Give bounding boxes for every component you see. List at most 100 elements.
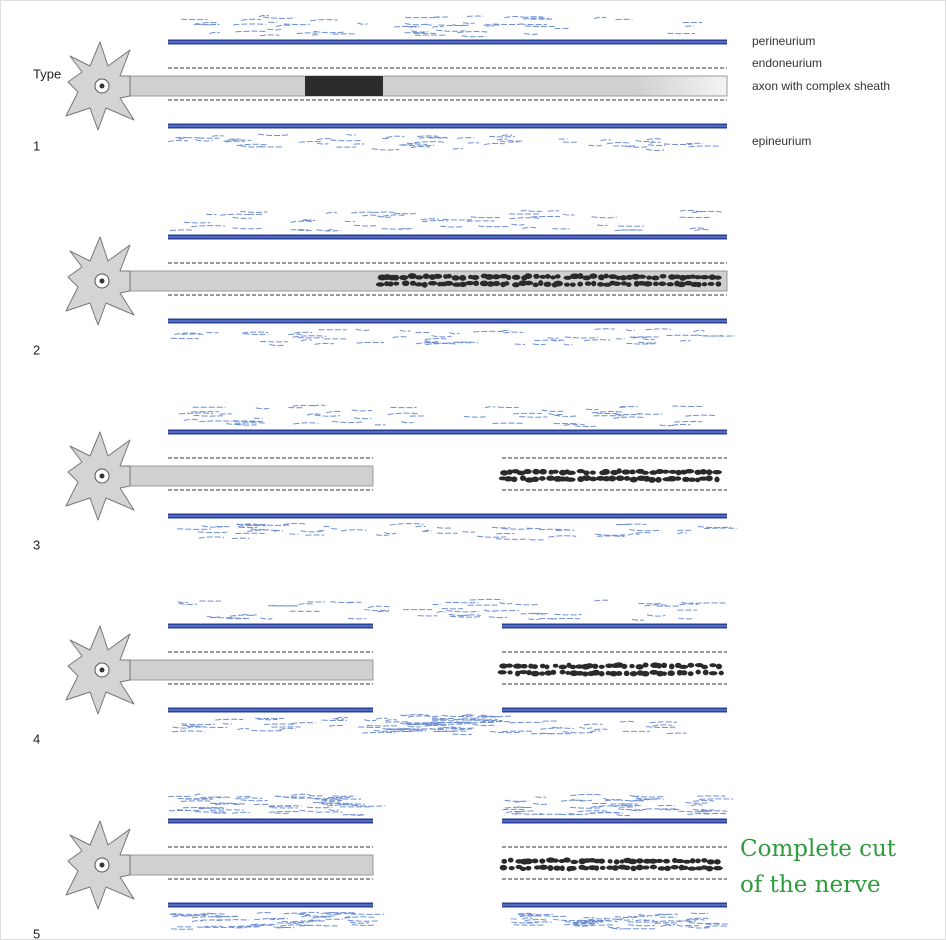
debris <box>706 866 713 872</box>
debris <box>532 664 538 669</box>
debris <box>700 275 710 279</box>
debris <box>539 469 547 475</box>
debris <box>661 663 667 669</box>
debris <box>714 476 719 482</box>
debris <box>706 469 712 475</box>
debris <box>459 275 466 281</box>
debris <box>664 866 671 871</box>
debris <box>708 282 715 286</box>
debris <box>465 281 474 285</box>
debris <box>687 663 694 668</box>
nucleolus <box>100 84 105 89</box>
debris <box>550 670 556 675</box>
epineurium-fiber <box>417 136 438 137</box>
debris <box>492 274 501 279</box>
debris <box>568 866 577 871</box>
debris <box>680 866 689 870</box>
epineurium-fiber <box>535 797 545 798</box>
epineurium-fiber <box>378 611 389 612</box>
debris <box>685 469 695 474</box>
debris <box>511 476 517 482</box>
debris <box>526 866 532 871</box>
debris <box>592 664 598 669</box>
debris <box>628 859 638 865</box>
axon <box>112 855 373 875</box>
debris <box>709 663 716 667</box>
debris <box>531 476 539 482</box>
label: endoneurium <box>752 56 822 70</box>
debris <box>594 865 599 870</box>
annotation: Complete cut <box>740 836 897 862</box>
debris <box>713 866 723 870</box>
debris <box>493 281 500 286</box>
epineurium-fiber <box>171 929 195 930</box>
debris <box>642 865 649 869</box>
debris <box>624 476 631 481</box>
debris <box>444 281 453 286</box>
debris <box>703 670 709 676</box>
debris <box>629 470 635 475</box>
debris <box>553 865 560 870</box>
debris <box>695 859 701 864</box>
debris <box>399 275 408 280</box>
debris <box>570 282 576 286</box>
debris <box>642 671 650 677</box>
epineurium-fiber <box>496 539 529 540</box>
debris <box>662 671 667 675</box>
debris <box>624 671 630 677</box>
debris <box>544 664 549 669</box>
debris <box>658 281 666 286</box>
debris <box>599 671 605 676</box>
epineurium-fiber <box>210 810 244 811</box>
debris <box>538 280 543 286</box>
debris <box>666 282 673 286</box>
debris <box>563 857 571 862</box>
debris <box>714 859 721 864</box>
label: perineurium <box>752 34 815 48</box>
debris <box>630 477 638 483</box>
debris <box>683 860 691 864</box>
debris <box>388 281 394 286</box>
epineurium-fiber <box>680 210 696 211</box>
debris <box>545 274 551 279</box>
debris <box>552 470 559 474</box>
nucleolus <box>100 668 105 673</box>
debris <box>702 282 708 286</box>
debris <box>600 866 606 870</box>
debris <box>520 867 526 871</box>
debris <box>428 281 437 285</box>
debris <box>577 282 583 287</box>
debris <box>564 283 570 287</box>
debris <box>650 865 657 870</box>
nucleolus <box>100 279 105 284</box>
axon <box>112 76 727 96</box>
debris <box>501 859 507 864</box>
epineurium-fiber <box>704 528 737 529</box>
debris <box>591 281 596 287</box>
debris <box>648 477 656 483</box>
row-number: 2 <box>33 342 40 357</box>
debris <box>716 664 722 670</box>
debris <box>471 275 479 280</box>
debris <box>566 477 576 482</box>
label: epineurium <box>752 134 811 148</box>
nucleolus <box>100 474 105 479</box>
debris <box>716 281 722 286</box>
debris <box>498 670 507 674</box>
debris <box>533 283 539 288</box>
debris <box>667 670 674 676</box>
debris <box>539 858 545 863</box>
debris <box>598 859 605 864</box>
debris <box>521 664 528 669</box>
debris <box>670 865 679 869</box>
diagram: Type perineurium endoneurium axon with c… <box>0 0 946 940</box>
debris <box>422 282 428 288</box>
debris <box>555 274 561 278</box>
debris <box>506 663 513 667</box>
epineurium-fiber <box>432 724 465 725</box>
debris <box>590 470 596 474</box>
epineurium-fiber <box>704 813 727 814</box>
debris <box>696 282 701 287</box>
epineurium-fiber <box>177 809 187 810</box>
debris <box>599 665 605 669</box>
